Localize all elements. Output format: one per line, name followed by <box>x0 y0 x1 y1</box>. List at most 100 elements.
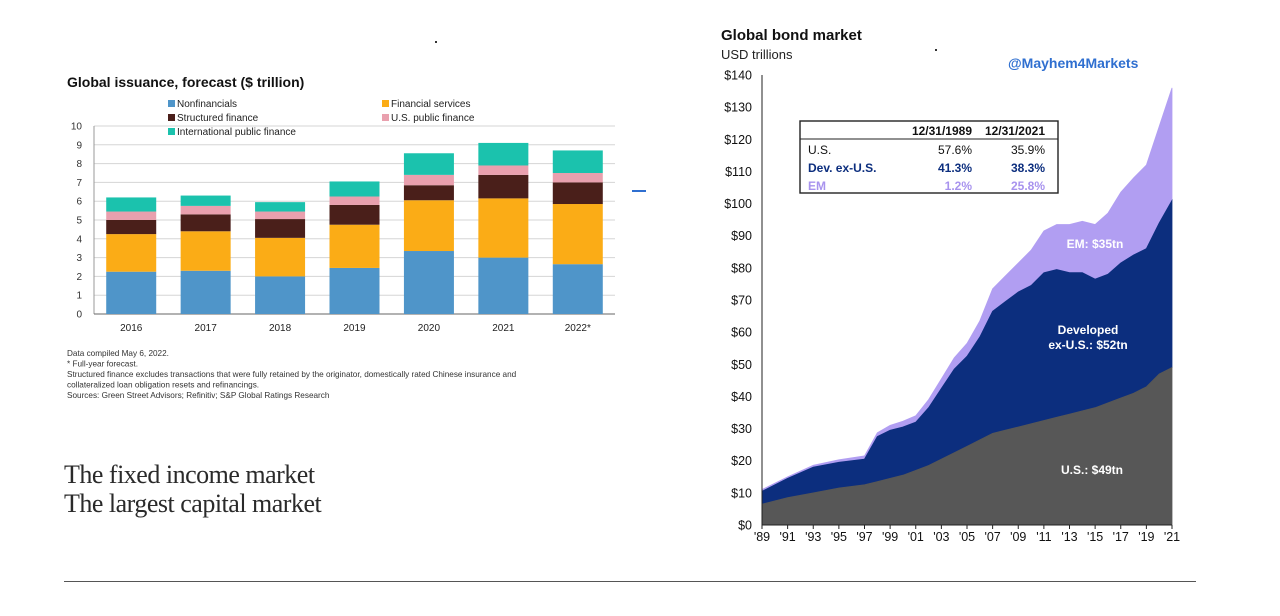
footnote: Sources: Green Street Advisors; Refiniti… <box>67 391 330 400</box>
legend-label: Structured finance <box>177 113 259 124</box>
y-tick-label: 6 <box>76 197 82 208</box>
bar-segment <box>552 182 603 205</box>
bar-segment <box>106 220 157 235</box>
x-tick-label: '13 <box>1061 530 1077 544</box>
developed-area-label-line-1: Developed <box>1058 323 1119 337</box>
x-tick-label: '89 <box>754 530 770 544</box>
bar-segment <box>106 211 157 220</box>
table-cell: 41.3% <box>938 161 972 175</box>
table-row-label: U.S. <box>808 143 831 157</box>
bar-segment <box>255 219 306 238</box>
bar-segment <box>329 196 380 205</box>
bar-segment <box>329 181 380 197</box>
bar-segment <box>180 231 231 271</box>
bar-segment <box>255 276 306 314</box>
x-tick-label: 2017 <box>195 323 218 334</box>
footnote: Structured finance excludes transactions… <box>67 370 517 379</box>
bar-segment <box>478 165 529 175</box>
legend-label: Financial services <box>391 99 470 110</box>
x-tick-label: '07 <box>984 530 1000 544</box>
bar-segment <box>478 257 529 314</box>
table-cell: 38.3% <box>1011 161 1045 175</box>
x-tick-label: '97 <box>856 530 872 544</box>
y-tick-label: $50 <box>731 358 752 372</box>
bar-segment <box>180 270 231 314</box>
bar-segment <box>478 142 529 166</box>
y-tick-label: $10 <box>731 486 752 500</box>
y-tick-label: $110 <box>725 165 752 179</box>
bar-segment <box>478 198 529 258</box>
x-tick-label: '09 <box>1010 530 1026 544</box>
legend-label: U.S. public finance <box>391 113 475 124</box>
footnote: * Full-year forecast. <box>67 360 138 369</box>
x-tick-label: '17 <box>1113 530 1129 544</box>
bar-segment <box>106 197 157 212</box>
y-tick-label: $60 <box>731 326 752 340</box>
us-area-label: U.S.: $49tn <box>1061 463 1123 477</box>
table-row-label: EM <box>808 179 826 193</box>
y-tick-label: $90 <box>731 229 752 243</box>
slide-title: The fixed income market The largest capi… <box>64 460 322 518</box>
x-tick-label: 2021 <box>492 323 515 334</box>
bar-segment <box>329 204 380 225</box>
y-tick-label: $30 <box>731 422 752 436</box>
bar-segment <box>180 195 231 206</box>
x-tick-label: '95 <box>831 530 847 544</box>
bar-segment <box>552 150 603 173</box>
bar-segment <box>106 271 157 314</box>
global-bond-market-chart: Global bond market USD trillions @Mayhem4M… <box>721 27 1180 544</box>
legend-label: Nonfinancials <box>177 99 237 110</box>
x-tick-label: '03 <box>933 530 949 544</box>
table-row-label: Dev. ex-U.S. <box>808 161 876 175</box>
y-tick-label: 8 <box>76 159 82 170</box>
y-tick-label: 3 <box>76 253 82 264</box>
bar-segment <box>255 211 306 220</box>
chart-title: Global bond market <box>721 27 862 44</box>
slide-title-line-2: The largest capital market <box>64 489 322 518</box>
global-issuance-chart: Global issuance, forecast ($ trillion) No… <box>67 74 615 400</box>
bar-segment <box>180 205 231 215</box>
x-tick-label: 2022* <box>565 323 591 334</box>
legend-swatch <box>168 100 175 107</box>
y-axis-unit-label: USD trillions <box>721 47 793 62</box>
x-tick-label: 2020 <box>418 323 441 334</box>
bar-segment <box>180 214 231 232</box>
y-tick-label: $130 <box>724 101 752 115</box>
table-cell: 25.8% <box>1011 179 1045 193</box>
x-tick-label: 2019 <box>343 323 366 334</box>
x-tick-label: 2016 <box>120 323 143 334</box>
y-tick-label: 1 <box>76 291 82 302</box>
developed-area-label-line-2: ex-U.S.: $52tn <box>1048 338 1127 352</box>
stray-dot <box>435 41 437 43</box>
x-tick-label: '91 <box>779 530 795 544</box>
legend-swatch <box>382 100 389 107</box>
y-tick-label: 2 <box>76 272 82 283</box>
table-cell: 1.2% <box>945 179 973 193</box>
x-tick-label: '11 <box>1036 530 1051 544</box>
table-cell: 57.6% <box>938 143 972 157</box>
footer-divider <box>64 581 1196 582</box>
x-tick-label: '01 <box>908 530 924 544</box>
y-tick-label: $80 <box>731 261 752 275</box>
x-tick-label: '99 <box>882 530 898 544</box>
bar-segment <box>478 174 529 199</box>
bar-segment <box>329 224 380 268</box>
x-tick-label: '19 <box>1138 530 1154 544</box>
bar-segment <box>403 153 454 175</box>
bar-segment <box>552 204 603 265</box>
bar-segment <box>403 251 454 314</box>
bar-segment <box>255 237 306 277</box>
table-header: 12/31/2021 <box>985 124 1045 138</box>
chart-title: Global issuance, forecast ($ trillion) <box>67 74 304 90</box>
footnote: collateralized loan obligation resets an… <box>67 381 259 390</box>
y-tick-label: $0 <box>738 519 752 533</box>
slide-title-line-1: The fixed income market <box>64 460 315 489</box>
legend-swatch <box>168 114 175 121</box>
x-tick-label: '05 <box>959 530 975 544</box>
y-tick-label: $70 <box>731 294 752 308</box>
bar-segment <box>403 174 454 186</box>
y-tick-label: $40 <box>731 390 752 404</box>
legend-swatch <box>382 114 389 121</box>
table-header: 12/31/1989 <box>912 124 972 138</box>
y-tick-label: $20 <box>731 454 752 468</box>
